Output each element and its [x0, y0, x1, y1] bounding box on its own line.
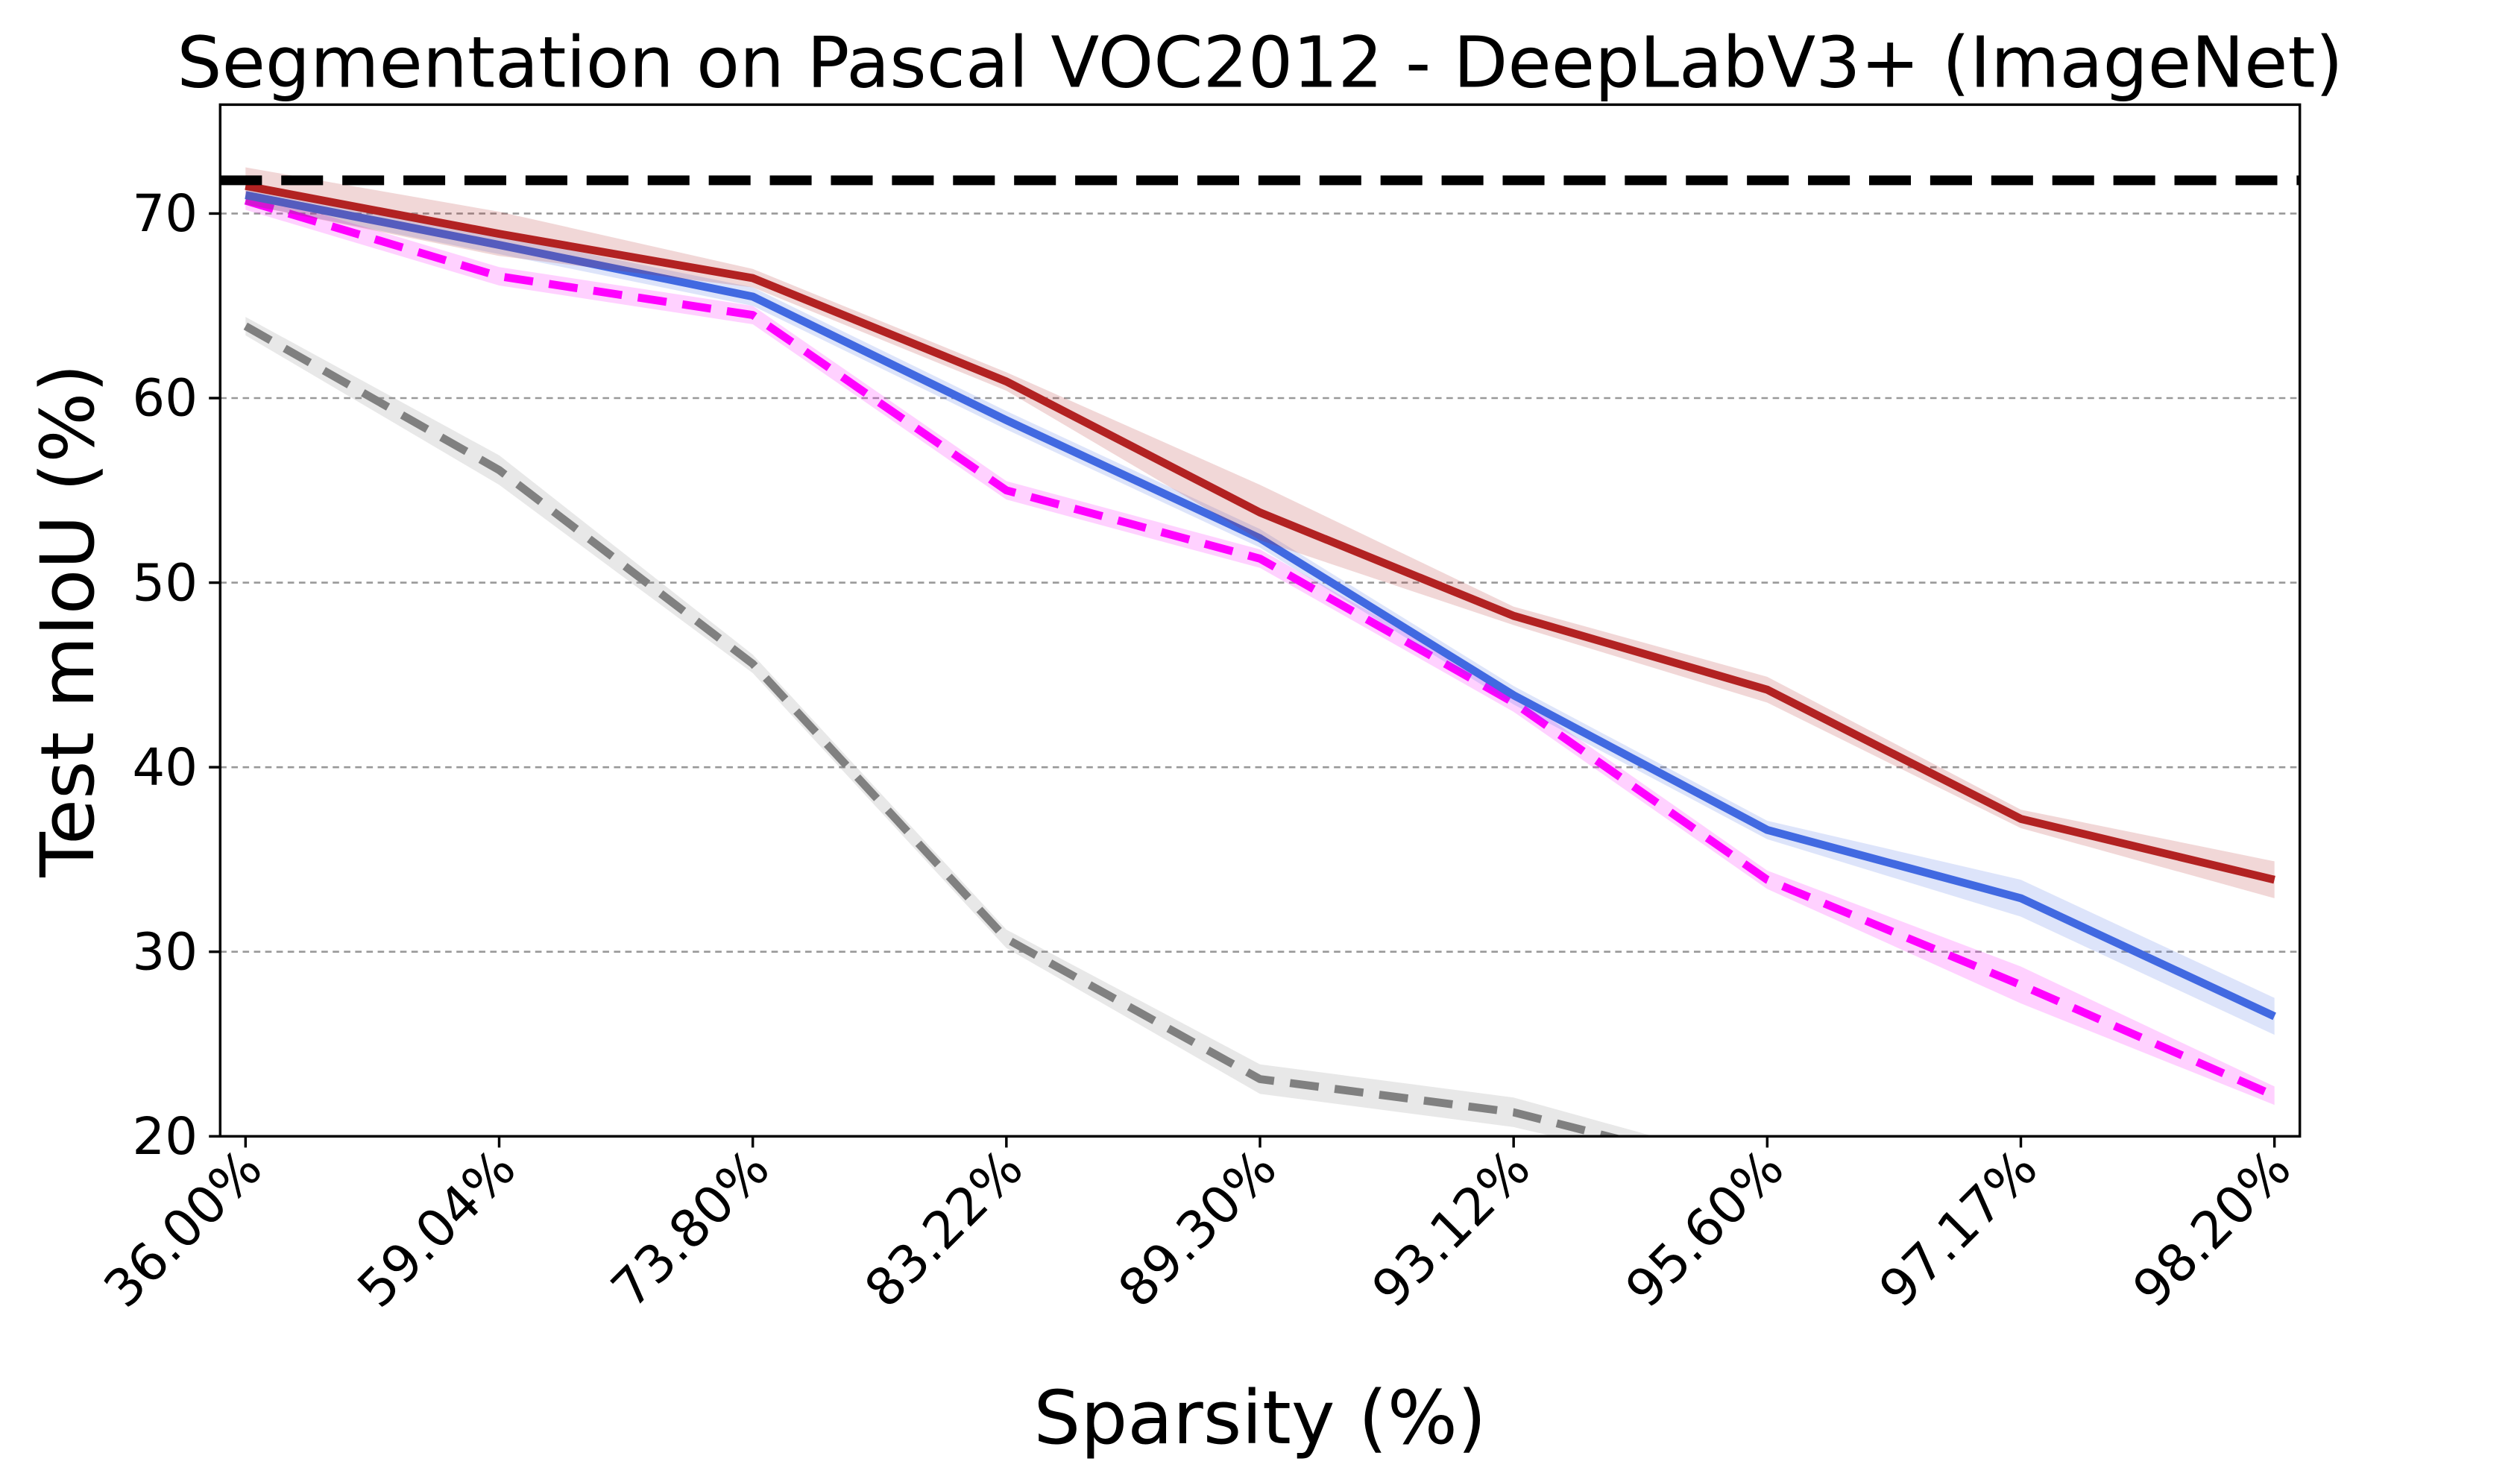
series-line	[245, 191, 2276, 1021]
x-tick-label: 95.60%	[1615, 1138, 1796, 1319]
chart-title: Segmentation on Pascal VOC2012 - DeepLab…	[177, 22, 2343, 104]
error-band	[245, 317, 1654, 1137]
y-tick-label: 30	[132, 922, 198, 982]
y-axis-label: Test mIoU (%)	[25, 364, 111, 878]
x-tick-label: 59.04%	[347, 1138, 528, 1319]
error-band	[245, 186, 2275, 1035]
error-band	[245, 167, 2275, 898]
y-tick-label: 20	[132, 1107, 198, 1167]
x-axis-label: Sparsity (%)	[1033, 1375, 1486, 1461]
grid	[220, 212, 2300, 1138]
x-tick-label: 98.20%	[2122, 1138, 2303, 1319]
y-tick-label: 70	[132, 184, 198, 244]
y-tick-label: 60	[132, 369, 198, 429]
x-tick-label: 83.22%	[854, 1138, 1035, 1319]
x-tick-label: 93.12%	[1361, 1138, 1543, 1319]
x-tick-label: 97.17%	[1868, 1138, 2050, 1319]
series-line	[244, 196, 2276, 1100]
x-tick-label: 73.80%	[600, 1138, 781, 1319]
plot-area	[220, 167, 2300, 1137]
x-tick-label: 89.30%	[1107, 1138, 1288, 1319]
y-tick-label: 50	[132, 553, 198, 613]
series-line	[245, 182, 2275, 884]
series-line	[243, 322, 1625, 1137]
y-tick-label: 40	[132, 738, 198, 798]
